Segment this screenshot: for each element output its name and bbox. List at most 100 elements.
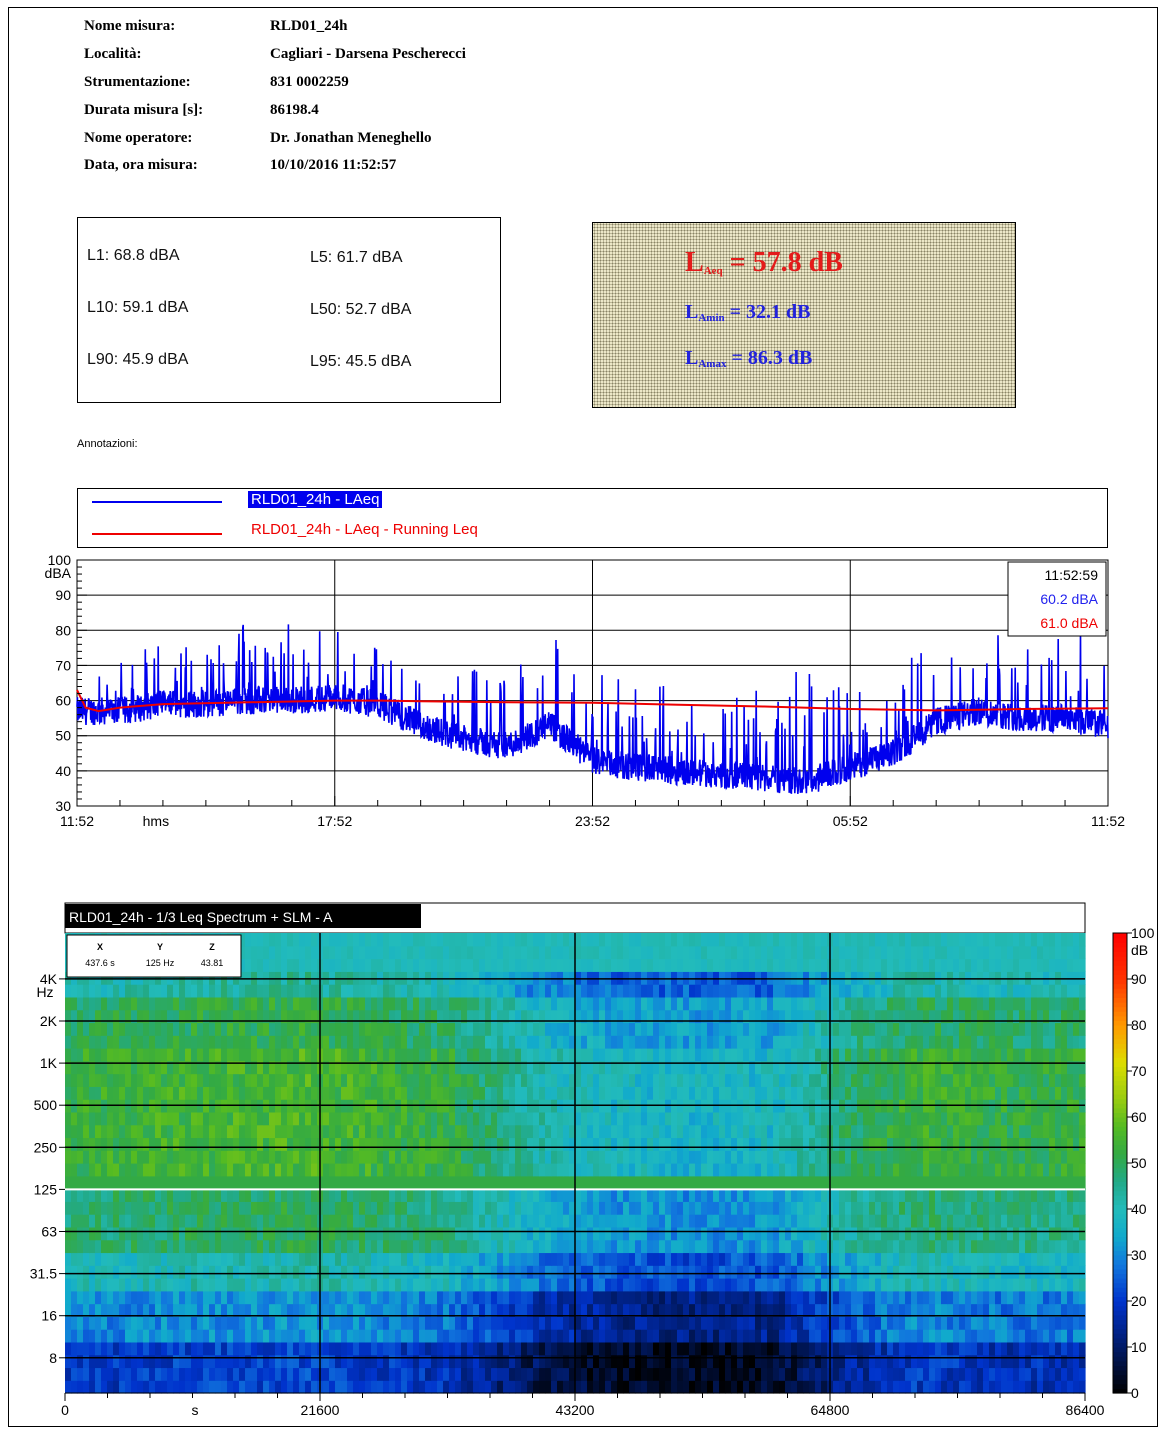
- heatmap-cell: [305, 1226, 312, 1241]
- heatmap-cell: [461, 1022, 468, 1036]
- heatmap-cell: [1013, 1265, 1020, 1279]
- heatmap-cell: [761, 1188, 768, 1202]
- heatmap-cell: [617, 1290, 624, 1305]
- heatmap-cell: [233, 1265, 240, 1279]
- heatmap-cell: [125, 1048, 132, 1062]
- heatmap-cell: [77, 1252, 84, 1266]
- heatmap-cell: [887, 1214, 894, 1228]
- heatmap-cell: [269, 1367, 276, 1381]
- heatmap-cell: [917, 1201, 924, 1215]
- heatmap-cell: [869, 1163, 876, 1177]
- y-tick-label: 40: [55, 763, 71, 779]
- heatmap-cell: [125, 1303, 132, 1317]
- heatmap-cell: [125, 1380, 132, 1394]
- heatmap-cell: [1073, 1124, 1080, 1139]
- legend-label-laeq: RLD01_24h - LAeq: [248, 491, 383, 508]
- heatmap-cell: [1043, 1201, 1050, 1215]
- heatmap-cell: [575, 1163, 582, 1177]
- heatmap-cell: [89, 1124, 96, 1139]
- heatmap-cell: [119, 1175, 126, 1190]
- heatmap-cell: [923, 1060, 930, 1075]
- heatmap-cell: [533, 1035, 540, 1049]
- heatmap-cell: [413, 1303, 420, 1317]
- heatmap-cell: [407, 1022, 414, 1036]
- heatmap-cell: [563, 1073, 570, 1087]
- heatmap-cell: [899, 1367, 906, 1381]
- heatmap-cell: [461, 1111, 468, 1126]
- heatmap-cell: [821, 1048, 828, 1062]
- heatmap-cell: [215, 1163, 222, 1177]
- heatmap-cell: [1049, 1111, 1056, 1126]
- heatmap-cell: [887, 1278, 894, 1292]
- heatmap-cell: [329, 1239, 336, 1254]
- heatmap-cell: [647, 1175, 654, 1190]
- heatmap-cell: [839, 1201, 846, 1215]
- heatmap-cell: [335, 1367, 342, 1381]
- heatmap-cell: [359, 1367, 366, 1381]
- heatmap-cell: [509, 1201, 516, 1215]
- heatmap-cell: [677, 1278, 684, 1292]
- heatmap-cell: [833, 1150, 840, 1164]
- heatmap-cell: [131, 1188, 138, 1202]
- heatmap-cell: [983, 1086, 990, 1100]
- heatmap-cell: [401, 1316, 408, 1330]
- heatmap-cell: [911, 1188, 918, 1202]
- heatmap-cell: [233, 1137, 240, 1151]
- heatmap-cell: [839, 1035, 846, 1049]
- heatmap-cell: [833, 1201, 840, 1215]
- heatmap-cell: [95, 1048, 102, 1062]
- heatmap-cell: [431, 1329, 438, 1343]
- heatmap-cell: [113, 1035, 120, 1049]
- heatmap-cell: [551, 1239, 558, 1254]
- heatmap-cell: [407, 1060, 414, 1075]
- heatmap-cell: [287, 1316, 294, 1330]
- heatmap-cell: [689, 1239, 696, 1254]
- heatmap-cell: [653, 1035, 660, 1049]
- heatmap-cell: [923, 1124, 930, 1139]
- heatmap-cell: [587, 1073, 594, 1087]
- header-value: 831 0002259: [270, 74, 349, 90]
- heatmap-cell: [815, 1354, 822, 1369]
- heatmap-cell: [437, 1111, 444, 1126]
- heatmap-cell: [431, 1239, 438, 1254]
- heatmap-cell: [89, 1035, 96, 1049]
- heatmap-cell: [365, 1060, 372, 1075]
- heatmap-cell: [821, 1137, 828, 1151]
- heatmap-cell: [671, 1367, 678, 1381]
- heatmap-cell: [635, 1124, 642, 1139]
- heatmap-cell: [659, 1214, 666, 1228]
- heatmap-cell: [515, 1290, 522, 1305]
- heatmap-cell: [179, 1086, 186, 1100]
- heatmap-cell: [671, 1265, 678, 1279]
- heatmap-cell: [917, 1265, 924, 1279]
- heatmap-cell: [209, 1265, 216, 1279]
- heatmap-cell: [767, 1124, 774, 1139]
- heatmap-cell: [875, 1086, 882, 1100]
- heatmap-cell: [635, 1137, 642, 1151]
- heatmap-cell: [359, 1111, 366, 1126]
- heatmap-cell: [815, 1367, 822, 1381]
- heatmap-cell: [569, 1367, 576, 1381]
- heatmap-cell: [971, 1086, 978, 1100]
- heatmap-cell: [977, 1303, 984, 1317]
- heatmap-cell: [851, 1111, 858, 1126]
- heatmap-cell: [521, 1329, 528, 1343]
- heatmap-cell: [311, 1086, 318, 1100]
- heatmap-cell: [749, 1137, 756, 1151]
- heatmap-cell: [731, 1124, 738, 1139]
- heatmap-cell: [155, 1073, 162, 1087]
- heatmap-cell: [389, 1380, 396, 1394]
- heatmap-cell: [671, 1086, 678, 1100]
- heatmap-cell: [239, 1380, 246, 1394]
- heatmap-cell: [989, 1111, 996, 1126]
- heatmap-cell: [71, 1111, 78, 1126]
- heatmap-cell: [563, 1252, 570, 1266]
- heatmap-cell: [299, 1073, 306, 1087]
- heatmap-cell: [347, 1073, 354, 1087]
- heatmap-cell: [707, 1163, 714, 1177]
- heatmap-cell: [485, 1022, 492, 1036]
- heatmap-cell: [995, 1175, 1002, 1190]
- heatmap-cell: [851, 1188, 858, 1202]
- heatmap-cell: [749, 1073, 756, 1087]
- heatmap-cell: [605, 1214, 612, 1228]
